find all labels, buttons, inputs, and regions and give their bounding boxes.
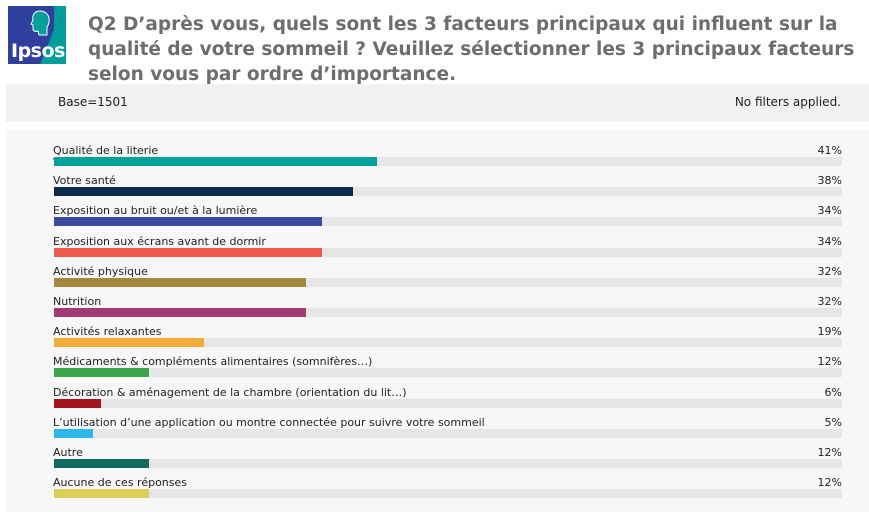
base-bar: Base=1501 No filters applied.: [6, 84, 869, 122]
category-label: Qualité de la literie: [53, 144, 159, 157]
bar-track: [54, 187, 842, 197]
ipsos-logo: Ipsos: [8, 6, 66, 64]
chart-row: Médicaments & compléments alimentaires (…: [6, 352, 869, 382]
category-label: Activités relaxantes: [53, 325, 162, 339]
bar-track: [54, 247, 842, 257]
value-label: 12%: [817, 355, 842, 369]
base-count: Base=1501: [58, 95, 128, 109]
bar-track: [54, 308, 842, 317]
chart-row: Autre 12%: [6, 443, 869, 473]
bar-fill: [54, 489, 149, 499]
chart-row: Décoration & aménagement de la chambre (…: [6, 383, 869, 413]
value-label: 5%: [824, 415, 842, 429]
bar-fill: [54, 338, 204, 348]
bar-track: [54, 368, 842, 378]
value-label: 34%: [817, 234, 842, 248]
value-label: 6%: [824, 385, 842, 399]
value-label: 32%: [817, 264, 842, 278]
chart-row: Exposition au bruit ou/et à la lumière 34…: [6, 201, 869, 231]
category-label: Activité physique: [53, 264, 148, 278]
bar-fill: [54, 368, 149, 378]
bar-track: [54, 157, 842, 166]
category-label: Nutrition: [53, 295, 102, 308]
bar-track: [54, 338, 842, 348]
bar-track: [54, 489, 842, 499]
value-label: 41%: [817, 144, 842, 157]
chart-row: Qualité de la literie 41%: [6, 141, 869, 171]
bar-track: [54, 277, 842, 287]
chart-row: Nutrition 32%: [6, 292, 869, 322]
category-label: Votre santé: [53, 174, 116, 188]
bar-chart: Qualité de la literie 41% Votre santé 38% Ex…: [6, 130, 869, 512]
bar-fill: [54, 217, 322, 227]
bar-track: [54, 217, 842, 227]
bar-fill: [54, 398, 102, 408]
bar-track: [54, 459, 842, 468]
chart-row: L’utilisation d’une application ou montr…: [6, 413, 869, 443]
category-label: Autre: [53, 446, 83, 459]
value-label: 12%: [817, 476, 842, 490]
chart-row: Votre santé 38%: [6, 171, 869, 201]
category-label: Médicaments & compléments alimentaires (…: [53, 355, 373, 369]
bar-fill: [54, 187, 354, 197]
category-label: Exposition aux écrans avant de dormir: [53, 234, 266, 248]
bar-fill: [54, 459, 149, 468]
question-title: Q2 D’après vous, quels sont les 3 facteu…: [88, 14, 855, 85]
chart-row: Aucune de ces réponses 12%: [6, 473, 869, 503]
bar-fill: [54, 277, 307, 287]
chart-row: Exposition aux écrans avant de dormir 34%: [6, 232, 869, 262]
bar-track: [54, 428, 842, 438]
filters-status: No filters applied.: [734, 95, 841, 109]
logo-text: Ipsos: [11, 40, 65, 62]
category-label: Exposition au bruit ou/et à la lumière: [53, 204, 258, 218]
category-label: Décoration & aménagement de la chambre (…: [53, 385, 407, 399]
bar-fill: [54, 428, 94, 438]
value-label: 38%: [817, 174, 842, 188]
head-profile-icon: [30, 10, 50, 36]
bar-fill: [54, 157, 378, 166]
value-label: 12%: [817, 446, 842, 459]
chart-row: Activité physique 32%: [6, 262, 869, 292]
chart-row: Activités relaxantes 19%: [6, 322, 869, 352]
bar-fill: [54, 308, 307, 317]
category-label: Aucune de ces réponses: [53, 476, 188, 490]
bar-fill: [54, 247, 322, 257]
bar-track: [54, 398, 842, 408]
value-label: 19%: [817, 325, 842, 339]
value-label: 34%: [817, 204, 842, 218]
value-label: 32%: [817, 295, 842, 308]
category-label: L’utilisation d’une application ou montr…: [53, 415, 485, 429]
